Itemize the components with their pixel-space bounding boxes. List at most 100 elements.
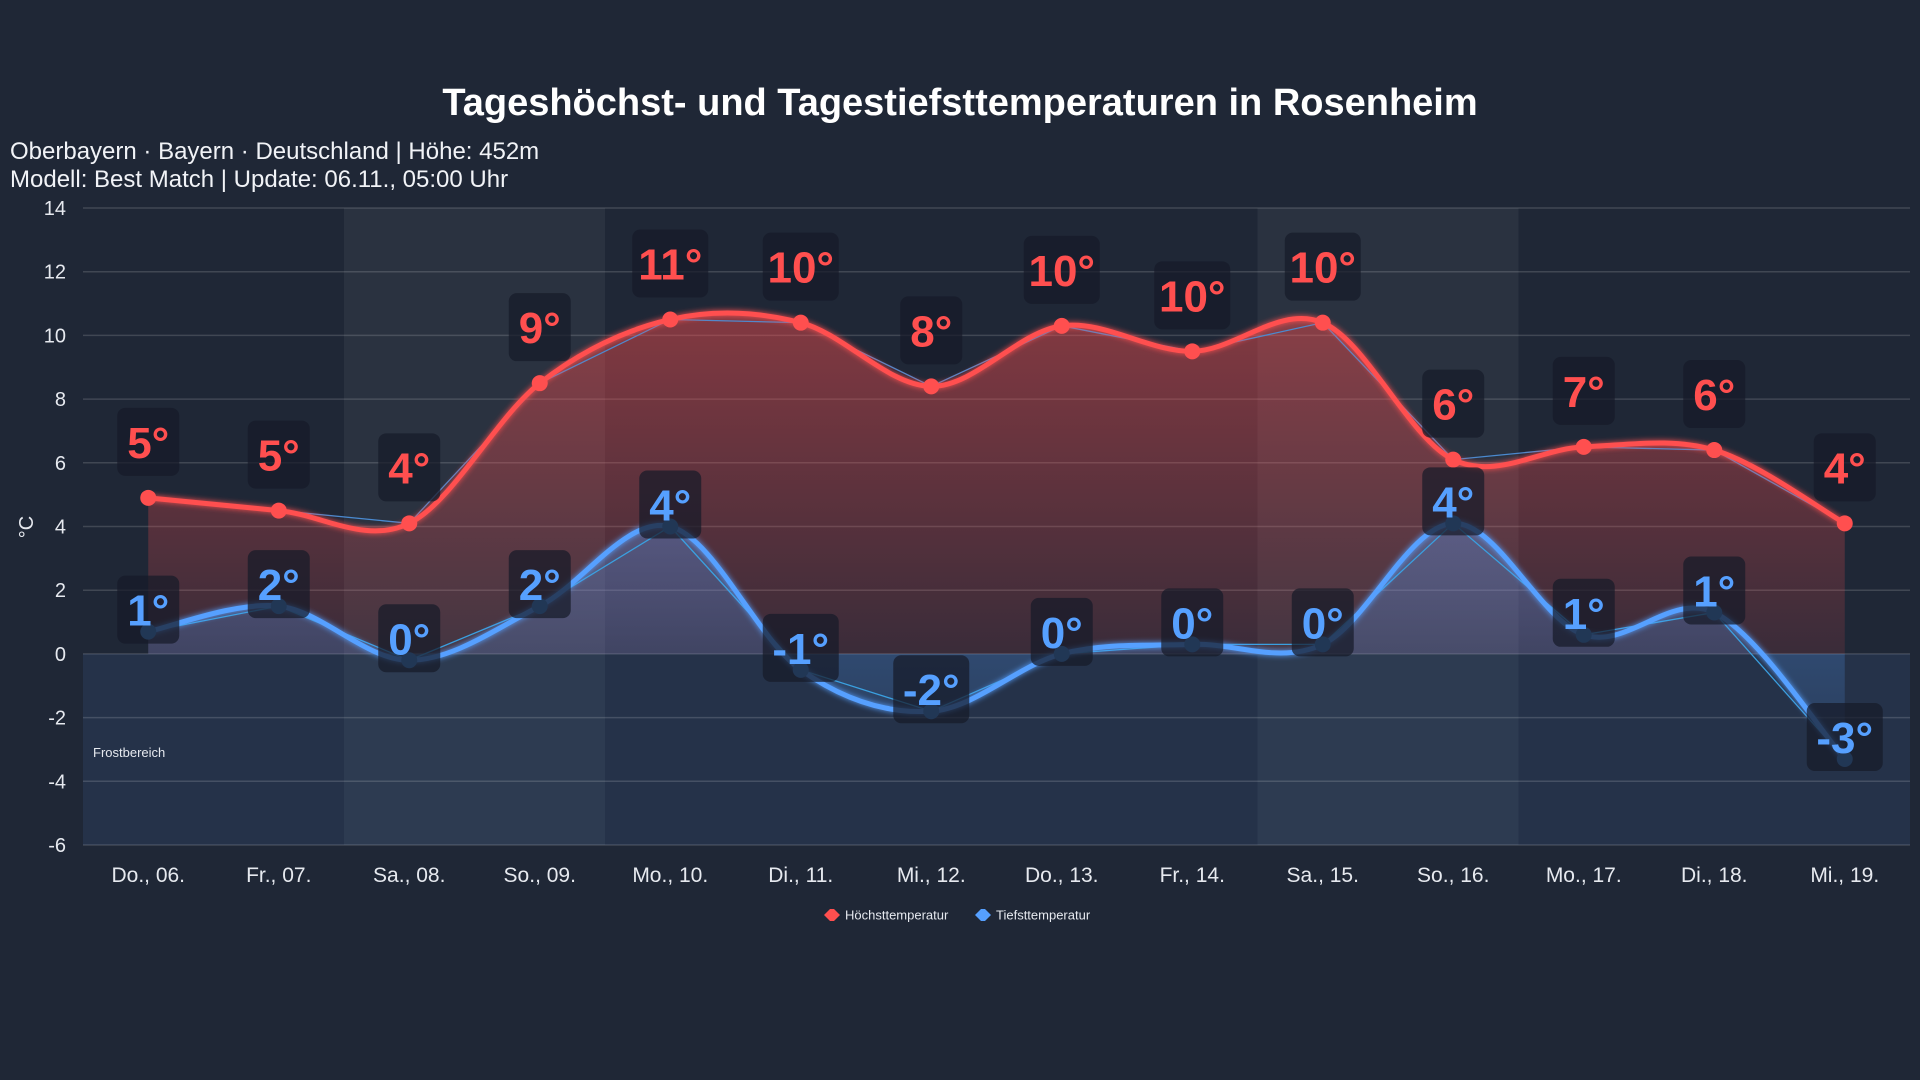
x-tick-label: Do., 13.	[1025, 864, 1099, 887]
data-label-text: 6°	[1693, 371, 1735, 420]
data-point	[401, 515, 418, 532]
data-label: 6°	[1683, 360, 1746, 429]
data-label-text: 1°	[127, 587, 169, 636]
data-point	[1053, 317, 1070, 334]
data-label-text: 5°	[258, 432, 300, 481]
data-label: 0°	[1161, 588, 1224, 657]
x-tick-label: Di., 11.	[768, 864, 833, 887]
data-label: 1°	[1683, 556, 1746, 625]
y-tick-label: -4	[48, 771, 66, 793]
data-label-text: -3°	[1816, 714, 1873, 763]
data-label: 0°	[1030, 597, 1093, 666]
data-label-box	[1284, 232, 1361, 301]
data-label: 1°	[117, 575, 180, 644]
y-axis-label: °C	[16, 516, 38, 538]
data-label-box	[1552, 356, 1615, 425]
data-point	[1706, 442, 1723, 459]
data-label-text: 10°	[1028, 247, 1095, 296]
y-tick-label: -6	[48, 835, 66, 857]
data-label-box	[1030, 597, 1093, 666]
data-label: 10°	[762, 232, 839, 301]
data-label-text: 7°	[1563, 368, 1605, 417]
data-label-text: 10°	[1159, 272, 1226, 321]
data-label: 4°	[1422, 467, 1485, 536]
chart-subtitle-location: Oberbayern · Bayern · Deutschland | Höhe…	[10, 138, 540, 165]
data-point	[140, 489, 157, 506]
data-label-box	[117, 407, 180, 476]
data-label-text: 2°	[519, 561, 561, 610]
data-label: 0°	[1291, 588, 1354, 657]
data-label-text: 4°	[388, 444, 430, 493]
data-label-text: 4°	[649, 482, 691, 531]
x-tick-label: Mo., 17.	[1546, 864, 1622, 887]
data-label-box	[247, 420, 310, 489]
data-point	[1445, 451, 1462, 468]
data-label: -2°	[893, 655, 970, 724]
data-label: 5°	[117, 407, 180, 476]
data-label: 4°	[378, 433, 441, 502]
data-label-box	[508, 293, 571, 362]
legend-marker-icon	[824, 909, 840, 921]
data-label-box	[508, 550, 571, 619]
data-label: 2°	[247, 550, 310, 619]
data-label-text: 9°	[519, 304, 561, 353]
data-point	[662, 311, 679, 328]
x-tick-label: So., 09.	[504, 864, 576, 887]
y-tick-label: 10	[44, 325, 66, 347]
x-tick-label: Mi., 12.	[897, 864, 966, 887]
legend-item: Höchsttemperatur	[845, 908, 949, 923]
x-tick-label: Mi., 19.	[1810, 864, 1879, 887]
data-label-box	[1161, 588, 1224, 657]
data-label: -1°	[762, 613, 839, 682]
data-label-box	[1422, 369, 1485, 438]
data-point	[792, 314, 809, 331]
data-label: 6°	[1422, 369, 1485, 438]
data-label: 11°	[632, 229, 709, 298]
series-line	[148, 310, 1846, 534]
data-label: 0°	[378, 604, 441, 673]
data-label-box	[1683, 556, 1746, 625]
x-tick-label: Fr., 07.	[246, 864, 311, 887]
data-label-box	[1813, 433, 1876, 502]
data-point	[1575, 438, 1592, 455]
data-point	[1836, 515, 1853, 532]
y-tick-label: 6	[55, 453, 66, 475]
y-tick-label: 4	[55, 517, 66, 539]
data-label-box	[1023, 235, 1100, 304]
data-label-box	[1422, 467, 1485, 536]
data-label: -3°	[1806, 703, 1883, 772]
data-label-text: 6°	[1432, 381, 1474, 430]
data-label-box	[1291, 588, 1354, 657]
x-tick-label: Sa., 15.	[1287, 864, 1359, 887]
y-tick-label: 12	[44, 262, 66, 284]
data-label: 1°	[1552, 578, 1615, 647]
data-label: 2°	[508, 550, 571, 619]
y-tick-label: 2	[55, 580, 66, 602]
data-label: 8°	[900, 296, 963, 365]
data-label-box	[639, 470, 702, 539]
data-label-box	[378, 433, 441, 502]
data-label-box	[1806, 703, 1883, 772]
data-label-text: 4°	[1432, 478, 1474, 527]
x-tick-label: Sa., 08.	[373, 864, 445, 887]
x-tick-label: So., 16.	[1417, 864, 1489, 887]
data-label: 10°	[1023, 235, 1100, 304]
y-tick-label: -2	[48, 708, 66, 730]
data-label-box	[1552, 578, 1615, 647]
data-point	[270, 502, 287, 519]
data-label-text: 1°	[1693, 567, 1735, 616]
data-label-text: 2°	[258, 561, 300, 610]
data-label: 10°	[1154, 261, 1231, 330]
data-label-text: -2°	[903, 666, 960, 715]
data-label-text: 0°	[1041, 609, 1083, 658]
data-label-box	[762, 613, 839, 682]
data-point	[1184, 343, 1201, 360]
data-label: 7°	[1552, 356, 1615, 425]
data-label-box	[247, 550, 310, 619]
data-label: 4°	[639, 470, 702, 539]
data-label-text: 8°	[910, 307, 952, 356]
data-label-box	[1683, 360, 1746, 429]
y-tick-label: 0	[55, 644, 66, 666]
data-label: 4°	[1813, 433, 1876, 502]
